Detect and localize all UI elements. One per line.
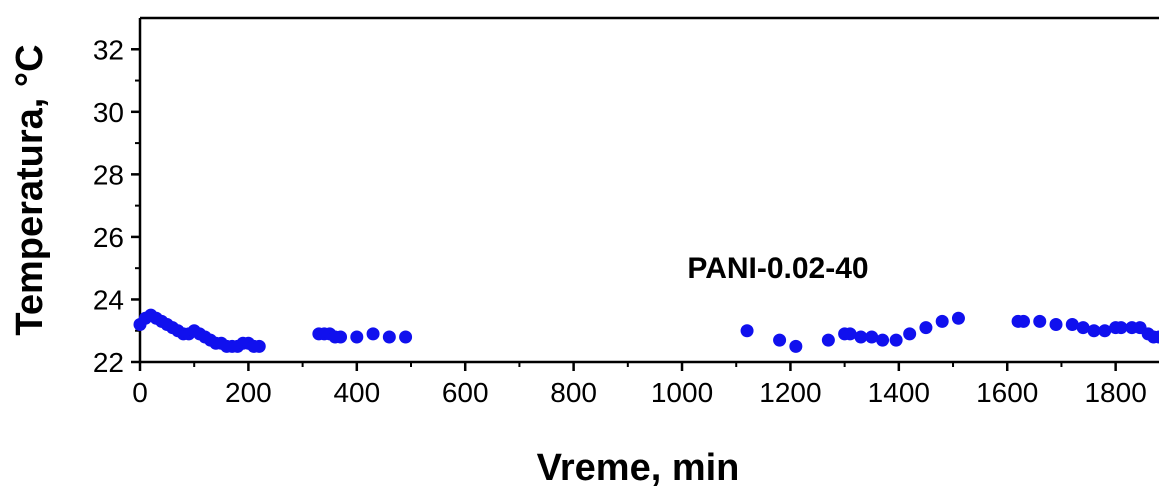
data-point xyxy=(1076,321,1090,335)
data-point xyxy=(350,330,364,344)
data-point xyxy=(919,321,933,335)
y-axis: 22 24 26 28 30 32 xyxy=(93,34,140,378)
x-axis: 0 200 400 600 800 1000 1200 1400 1600 1800 xyxy=(132,362,1147,408)
data-point xyxy=(740,324,754,338)
sample-annotation: PANI-0.02-40 xyxy=(687,252,868,285)
data-point xyxy=(773,333,787,347)
y-tick-label: 26 xyxy=(93,222,124,253)
plot-frame xyxy=(138,16,1159,364)
data-point xyxy=(382,330,396,344)
data-point xyxy=(903,327,917,341)
x-tick-label: 200 xyxy=(225,377,272,408)
y-tick-label: 28 xyxy=(93,159,124,190)
data-point xyxy=(789,339,803,353)
x-tick-label: 0 xyxy=(132,377,148,408)
data-point xyxy=(876,333,890,347)
data-point xyxy=(821,333,835,347)
data-point xyxy=(252,339,266,353)
y-tick-label: 30 xyxy=(93,97,124,128)
data-point xyxy=(889,333,903,347)
x-tick-label: 800 xyxy=(550,377,597,408)
data-point xyxy=(1049,317,1063,331)
data-point xyxy=(935,314,949,328)
data-point xyxy=(1016,314,1030,328)
data-point xyxy=(854,330,868,344)
x-tick-label: 1600 xyxy=(976,377,1038,408)
data-point xyxy=(1098,324,1112,338)
y-tick-label: 22 xyxy=(93,347,124,378)
data-point xyxy=(951,311,965,325)
y-tick-label: 32 xyxy=(93,34,124,65)
x-tick-label: 1000 xyxy=(651,377,713,408)
data-point xyxy=(1114,321,1128,335)
data-point xyxy=(334,330,348,344)
data-point xyxy=(1152,330,1159,344)
data-point xyxy=(1087,324,1101,338)
y-tick-label: 24 xyxy=(93,284,124,315)
data-point xyxy=(399,330,413,344)
x-tick-label: 400 xyxy=(333,377,380,408)
x-tick-label: 1400 xyxy=(868,377,930,408)
data-point xyxy=(843,327,857,341)
data-point xyxy=(366,327,380,341)
x-tick-label: 600 xyxy=(442,377,489,408)
x-axis-title: Vreme, min xyxy=(537,447,740,489)
x-tick-label: 1800 xyxy=(1084,377,1146,408)
x-tick-label: 1200 xyxy=(759,377,821,408)
data-point xyxy=(865,330,879,344)
data-point xyxy=(1033,314,1047,328)
data-point xyxy=(1065,317,1079,331)
y-axis-title: Temperatura, °C xyxy=(9,44,51,335)
data-points xyxy=(133,308,1159,353)
